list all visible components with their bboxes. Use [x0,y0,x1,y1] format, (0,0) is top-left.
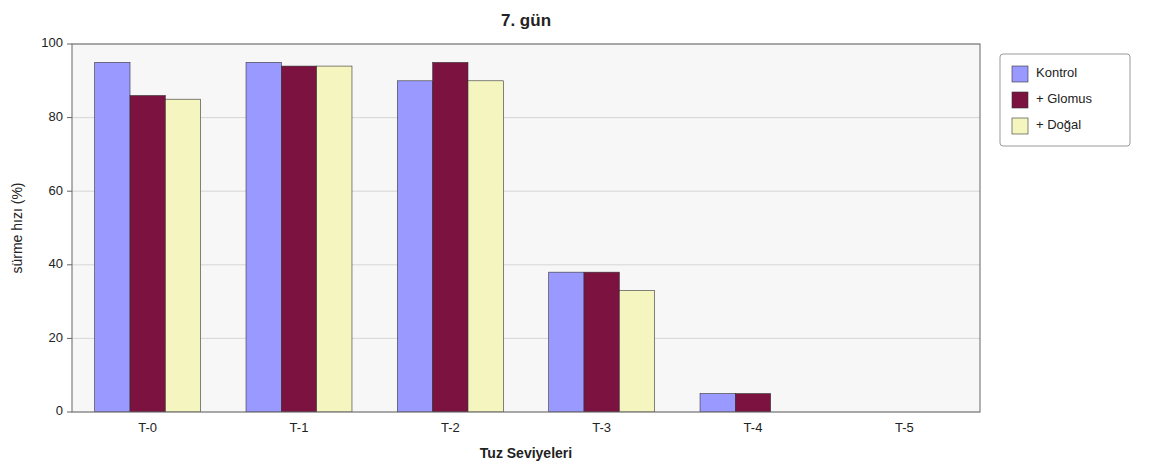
plot-area [72,44,980,412]
bar-series [130,62,771,412]
legend-label: + Doğal [1036,117,1081,132]
grid-line [72,117,980,118]
y-tick-label: 0 [56,403,63,418]
plot-frame [72,44,980,412]
x-tick-label: T-0 [138,420,157,435]
x-axis-label: Tuz Seviyeleri [480,445,572,461]
page: {"chart_data": {"type": "bar", "title": … [0,0,1150,474]
legend-swatch [1012,118,1028,134]
legend-swatch [1012,92,1028,108]
grid [72,44,980,412]
bar [468,81,503,412]
bar [433,62,468,412]
y-axis-label: sürme hızı (%) [9,182,25,273]
bar [584,272,619,412]
y-tick [67,44,72,45]
x-tick-label: T-5 [895,420,914,435]
y-tick-label: 40 [49,256,63,271]
legend-swatch [1012,66,1028,82]
bar [317,66,352,412]
grid-line [72,191,980,192]
legend-label: + Glomus [1036,91,1092,106]
chart-svg: 0 20 40 60 80 100 T-0 T-1 T-2 T-3 T-4 T-5 7. gün Tuz … [0,0,1150,474]
grid-line [72,338,980,339]
x-tick-label: T-2 [441,420,460,435]
y-tick [67,338,72,339]
legend-label: Kontrol [1036,65,1077,80]
y-tick [67,191,72,192]
y-tick [67,412,72,413]
x-axis: T-0 T-1 T-2 T-3 T-4 T-5 [138,420,913,435]
x-tick-label: T-3 [592,420,611,435]
grid-line [72,264,980,265]
bar [281,66,316,412]
legend: Kontrol + Glomus + Doğal [1000,54,1130,146]
bar [619,291,654,412]
y-tick-label: 20 [49,330,63,345]
bar [130,96,165,412]
bar [397,81,432,412]
bar [165,99,200,412]
bars [95,62,771,412]
y-tick-label: 80 [49,109,63,124]
bar [700,394,735,412]
bar-series [95,62,736,412]
bar-series [165,66,654,412]
y-axis: 0 20 40 60 80 100 [41,35,72,418]
bar [246,62,281,412]
title: 7. gün [501,11,551,30]
y-tick [67,264,72,265]
y-tick-label: 60 [49,183,63,198]
bar [95,62,130,412]
chart-container: 0 20 40 60 80 100 T-0 T-1 T-2 T-3 T-4 T-5 7. gün Tuz … [0,0,1150,474]
bar [735,394,770,412]
legend-box [1000,54,1130,146]
y-tick-label: 100 [41,35,63,50]
y-tick [67,117,72,118]
x-tick-label: T-4 [744,420,763,435]
x-tick-label: T-1 [290,420,309,435]
bar [549,272,584,412]
